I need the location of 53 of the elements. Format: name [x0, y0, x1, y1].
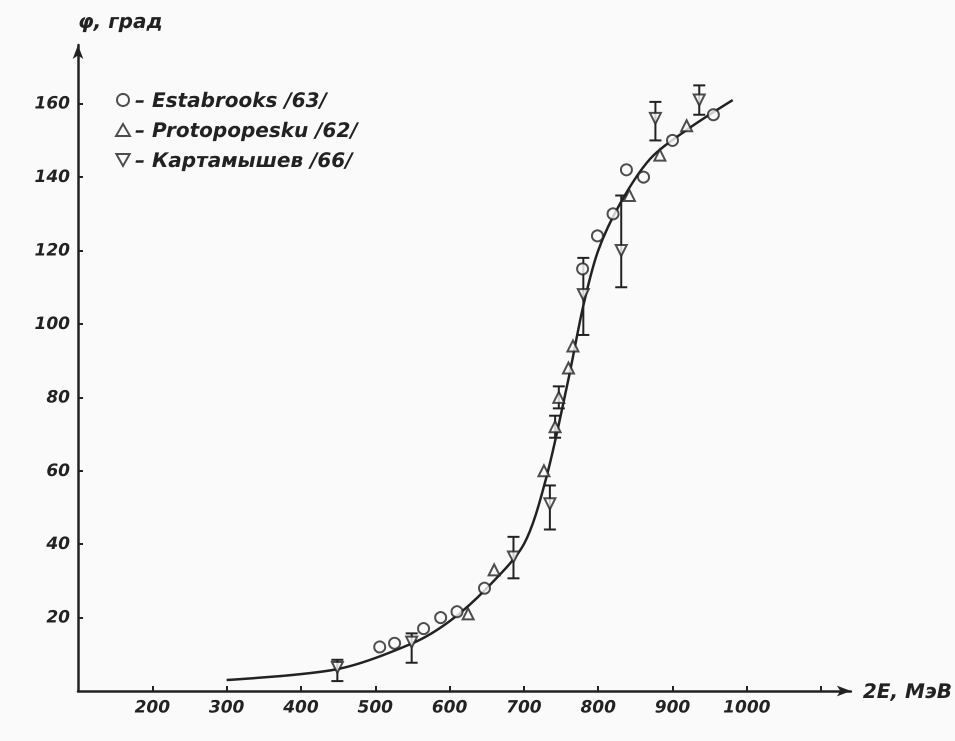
- x-tick-label: 400: [282, 698, 319, 718]
- point: [590, 229, 604, 242]
- point: [417, 622, 430, 636]
- point: [576, 262, 590, 276]
- point: [506, 550, 520, 564]
- x-tick-label: 800: [580, 698, 616, 718]
- point: [478, 582, 491, 595]
- x-tick-label: 700: [506, 698, 542, 718]
- point: [622, 188, 636, 202]
- point: [606, 207, 620, 220]
- x-tick-label: 200: [134, 698, 170, 718]
- point: [405, 636, 418, 649]
- point: [450, 605, 464, 618]
- y-tick-label: 40: [45, 534, 70, 554]
- x-tick-label: 300: [208, 698, 245, 718]
- x-tick-label: 500: [358, 698, 394, 718]
- point: [388, 636, 402, 650]
- legend-label: – Картамышев /66/: [135, 148, 354, 172]
- x-axis-title: 2E, МэВ: [862, 679, 952, 703]
- point: [648, 112, 662, 125]
- point: [566, 339, 580, 352]
- point: [462, 607, 475, 620]
- point: [666, 134, 680, 147]
- point: [576, 288, 590, 302]
- point: [434, 611, 448, 624]
- point: [692, 94, 706, 107]
- point: [562, 362, 575, 374]
- x-tick-label: 900: [654, 698, 690, 718]
- point: [488, 563, 501, 576]
- point: [552, 390, 566, 404]
- point: [637, 170, 650, 184]
- point: [330, 661, 344, 674]
- point: [706, 108, 720, 122]
- point: [537, 464, 550, 478]
- point: [543, 497, 556, 510]
- point: [620, 163, 633, 176]
- legend-label: – Estabrooks /63/: [135, 88, 329, 112]
- y-axis-title: φ, град: [78, 9, 163, 33]
- y-tick-label: 140: [34, 167, 70, 188]
- point: [680, 119, 694, 132]
- y-tick-label: 100: [34, 314, 70, 334]
- x-tick-label: 600: [432, 698, 468, 718]
- y-tick-label: 80: [46, 387, 70, 408]
- point: [548, 420, 562, 434]
- point: [614, 244, 628, 258]
- point: [373, 640, 386, 654]
- y-tick-label: 60: [46, 460, 70, 481]
- legend-label: – Protopopesku /62/: [135, 118, 360, 142]
- y-tick-label: 20: [46, 608, 70, 628]
- y-tick-label: 120: [34, 240, 70, 261]
- point: [653, 148, 666, 162]
- y-tick-label: 160: [34, 94, 70, 114]
- x-tick-label: 1000: [723, 698, 771, 718]
